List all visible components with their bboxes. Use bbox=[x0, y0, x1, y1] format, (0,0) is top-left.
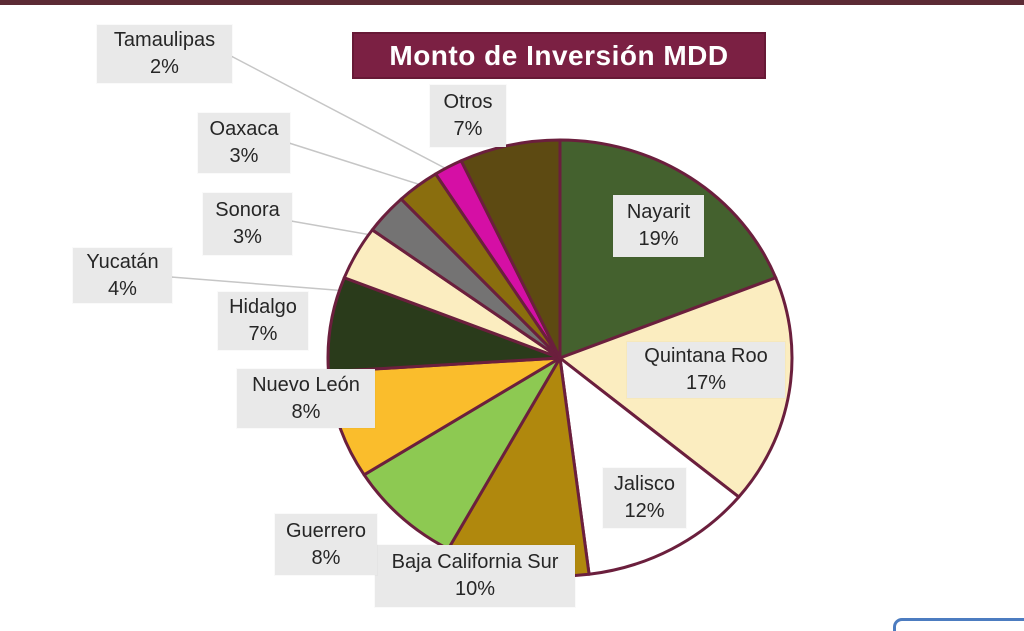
pie-label-percent: 3% bbox=[233, 226, 262, 248]
pie-label-percent: 4% bbox=[108, 277, 137, 300]
pie-label-percent: 19% bbox=[638, 228, 679, 250]
leader-line-tamaulipas bbox=[230, 55, 461, 177]
pie-label-name: Baja California Sur bbox=[391, 551, 559, 573]
pie-label-percent: 8% bbox=[311, 546, 341, 569]
pie-label-percent: 3% bbox=[229, 145, 259, 167]
pie-label-guerrero: Guerrero 8% bbox=[275, 514, 377, 575]
pie-slice-otros bbox=[459, 138, 562, 360]
pie-label-name: Otros bbox=[443, 91, 493, 113]
pie-label-sonora: Sonora 3% bbox=[203, 193, 292, 255]
top-accent-bar bbox=[0, 0, 1024, 5]
pie-label-percent: 10% bbox=[454, 578, 496, 600]
pie-label-name: Guerrero bbox=[285, 519, 367, 542]
pie-label-nayarit: Nayarit 19% bbox=[613, 195, 704, 257]
pie-label-quintana-roo: Quintana Roo 17% bbox=[627, 342, 785, 398]
pie-label-hidalgo: Hidalgo 7% bbox=[218, 292, 308, 350]
leader-line-yucatan bbox=[170, 276, 361, 293]
pie-label-name: Nuevo León bbox=[252, 373, 360, 396]
pie-label-oaxaca: Oaxaca 3% bbox=[198, 113, 290, 173]
pie-label-name: Quintana Roo bbox=[644, 345, 768, 367]
chart-title: Monto de Inversión MDD bbox=[352, 32, 766, 79]
pie-label-name: Oaxaca bbox=[209, 118, 279, 140]
pie-label-name: Hidalgo bbox=[229, 296, 297, 318]
pie-label-name: Yucatán bbox=[86, 250, 159, 273]
pie-label-percent: 17% bbox=[685, 372, 727, 394]
pie-label-percent: 7% bbox=[453, 118, 483, 140]
pie-label-name: Tamaulipas bbox=[113, 29, 216, 51]
pie-label-name: Sonora bbox=[215, 199, 280, 221]
pie-label-percent: 8% bbox=[291, 400, 321, 423]
pie-label-otros: Otros 7% bbox=[430, 85, 506, 147]
pie-label-yucatan: Yucatán 4% bbox=[73, 248, 172, 303]
pie-label-name: Jalisco bbox=[613, 473, 676, 495]
pie-label-percent: 2% bbox=[150, 56, 179, 78]
bottom-right-textbox-outline bbox=[893, 618, 1024, 631]
pie-label-jalisco: Jalisco 12% bbox=[603, 468, 686, 528]
pie-label-nuevo-leon: Nuevo León 8% bbox=[237, 369, 375, 428]
leader-line-oaxaca bbox=[288, 142, 441, 192]
pie-label-percent: 12% bbox=[624, 500, 665, 522]
pie-label-tamaulipas: Tamaulipas 2% bbox=[97, 25, 232, 83]
pie-label-percent: 7% bbox=[248, 323, 278, 345]
pie-label-baja-california-sur: Baja California Sur 10% bbox=[375, 545, 575, 607]
pie-label-name: Nayarit bbox=[626, 201, 691, 223]
